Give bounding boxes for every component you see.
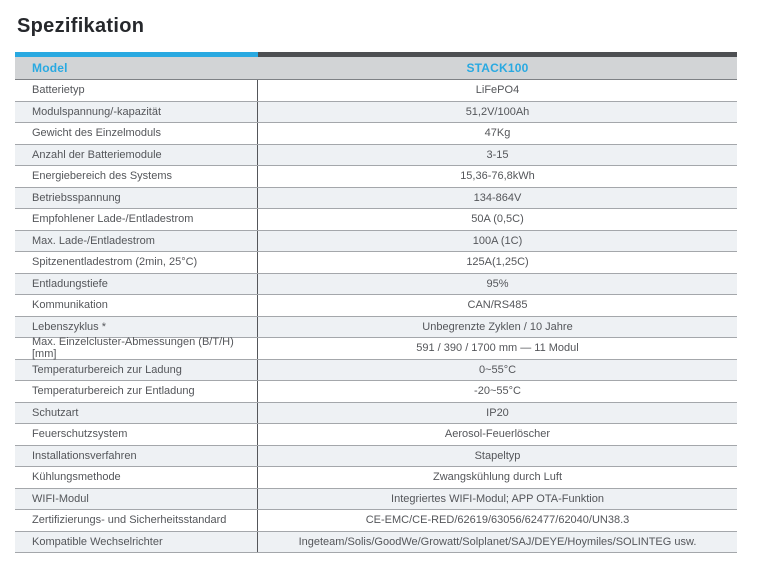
- table-row: WIFI-Modul Integriertes WIFI-Modul; APP O…: [15, 488, 737, 510]
- header-model-value: STACK100: [466, 61, 529, 75]
- spec-label: Temperaturbereich zur Ladung: [15, 359, 258, 380]
- table-row: Feuerschutzsystem Aerosol-Feuerlöscher: [15, 424, 737, 446]
- table-row: Installationsverfahren Stapeltyp: [15, 445, 737, 467]
- spec-label: Kompatible Wechselrichter: [15, 531, 258, 552]
- spec-value: Zwangskühlung durch Luft: [432, 471, 563, 484]
- table-row: Zertifizierungs- und Sicherheitsstandard…: [15, 510, 737, 532]
- spec-value: CE-EMC/CE-RED/62619/63056/62477/62040/UN…: [365, 514, 630, 527]
- specification-table: Model STACK100 Batterietyp LiFePO4 Moduls…: [15, 52, 737, 553]
- spec-label: Max. Einzelcluster-Abmessungen (B/T/H) […: [15, 336, 258, 360]
- spec-label: Spitzenentladestrom (2min, 25°C): [15, 252, 258, 273]
- spec-label: Entladungstiefe: [15, 273, 258, 294]
- table-row: Entladungstiefe 95%: [15, 273, 737, 295]
- table-row: Max. Lade-/Entladestrom 100A (1C): [15, 230, 737, 252]
- table-row: Max. Einzelcluster-Abmessungen (B/T/H) […: [15, 336, 737, 360]
- spec-label: Anzahl der Batteriemodule: [15, 144, 258, 165]
- table-row: Temperaturbereich zur Ladung 0~55°C: [15, 359, 737, 381]
- table-row: Schutzart IP20: [15, 402, 737, 424]
- spec-value: 591 / 390 / 1700 mm — 11 Modul: [416, 342, 579, 355]
- table-row: Kompatible Wechselrichter Ingeteam/Solis/…: [15, 531, 737, 553]
- spec-label: Zertifizierungs- und Sicherheitsstandard: [15, 510, 258, 531]
- spec-value: 100A (1C): [472, 234, 523, 247]
- table-header-row: Model STACK100: [15, 57, 737, 80]
- spec-label: WIFI-Modul: [15, 488, 258, 509]
- spec-value: 50A (0,5C): [471, 213, 524, 226]
- table-accent-bar: [15, 52, 737, 57]
- spec-label: Gewicht des Einzelmoduls: [15, 123, 258, 144]
- table-row: Modulspannung/-kapazität 51,2V/100Ah: [15, 101, 737, 123]
- table-row: Kühlungsmethode Zwangskühlung durch Luft: [15, 467, 737, 489]
- spec-value: 125A(1,25C): [466, 256, 529, 269]
- spec-label: Lebenszyklus *: [15, 316, 258, 337]
- spec-label: Temperaturbereich zur Entladung: [15, 381, 258, 402]
- table-row: Kommunikation CAN/RS485: [15, 295, 737, 317]
- spec-label: Modulspannung/-kapazität: [15, 101, 258, 122]
- table-row: Lebenszyklus * Unbegrenzte Zyklen / 10 Ja…: [15, 316, 737, 338]
- spec-value: 0~55°C: [478, 363, 517, 376]
- table-row: Batterietyp LiFePO4: [15, 80, 737, 102]
- spec-value: 51,2V/100Ah: [465, 105, 530, 118]
- table-row: Spitzenentladestrom (2min, 25°C) 125A(1,2…: [15, 252, 737, 274]
- spec-label: Installationsverfahren: [15, 445, 258, 466]
- spec-label: Batterietyp: [15, 80, 258, 101]
- spec-label: Kommunikation: [15, 295, 258, 316]
- spec-label: Energiebereich des Systems: [15, 166, 258, 187]
- spec-label: Empfohlener Lade-/Entladestrom: [15, 209, 258, 230]
- table-row: Betriebsspannung 134-864V: [15, 187, 737, 209]
- accent-bar-blue: [15, 52, 258, 57]
- accent-bar-dark: [258, 52, 737, 57]
- spec-value: LiFePO4: [475, 84, 520, 97]
- table-row: Empfohlener Lade-/Entladestrom 50A (0,5C): [15, 209, 737, 231]
- spec-label: Betriebsspannung: [15, 187, 258, 208]
- spec-label: Feuerschutzsystem: [15, 424, 258, 445]
- spec-value: -20~55°C: [474, 385, 521, 398]
- spec-value: IP20: [486, 406, 509, 419]
- spec-value: 47Kg: [484, 127, 511, 140]
- spec-value: CAN/RS485: [467, 299, 528, 312]
- spec-label: Schutzart: [15, 402, 258, 423]
- page-title: Spezifikation: [17, 15, 145, 37]
- spec-value: Aerosol-Feuerlöscher: [444, 428, 551, 441]
- spec-value: 3-15: [486, 148, 509, 161]
- table-row: Temperaturbereich zur Entladung -20~55°C: [15, 381, 737, 403]
- spec-label: Kühlungsmethode: [15, 467, 258, 488]
- table-body: Batterietyp LiFePO4 Modulspannung/-kapazi…: [15, 80, 737, 553]
- spec-value: Integriertes WIFI-Modul; APP OTA-Funktio…: [391, 492, 604, 505]
- spec-value: Unbegrenzte Zyklen / 10 Jahre: [422, 320, 573, 333]
- table-row: Gewicht des Einzelmoduls 47Kg: [15, 123, 737, 145]
- table-row: Anzahl der Batteriemodule 3-15: [15, 144, 737, 166]
- spec-value: 95%: [486, 277, 509, 290]
- spec-value: Stapeltyp: [474, 449, 521, 462]
- spec-value: 15,36-76,8kWh: [460, 170, 535, 183]
- spec-label: Max. Lade-/Entladestrom: [15, 230, 258, 251]
- spec-value: Ingeteam/Solis/GoodWe/Growatt/Solplanet/…: [298, 535, 697, 548]
- spec-value: 134-864V: [473, 191, 522, 204]
- header-model-label: Model: [32, 61, 68, 75]
- table-row: Energiebereich des Systems 15,36-76,8kWh: [15, 166, 737, 188]
